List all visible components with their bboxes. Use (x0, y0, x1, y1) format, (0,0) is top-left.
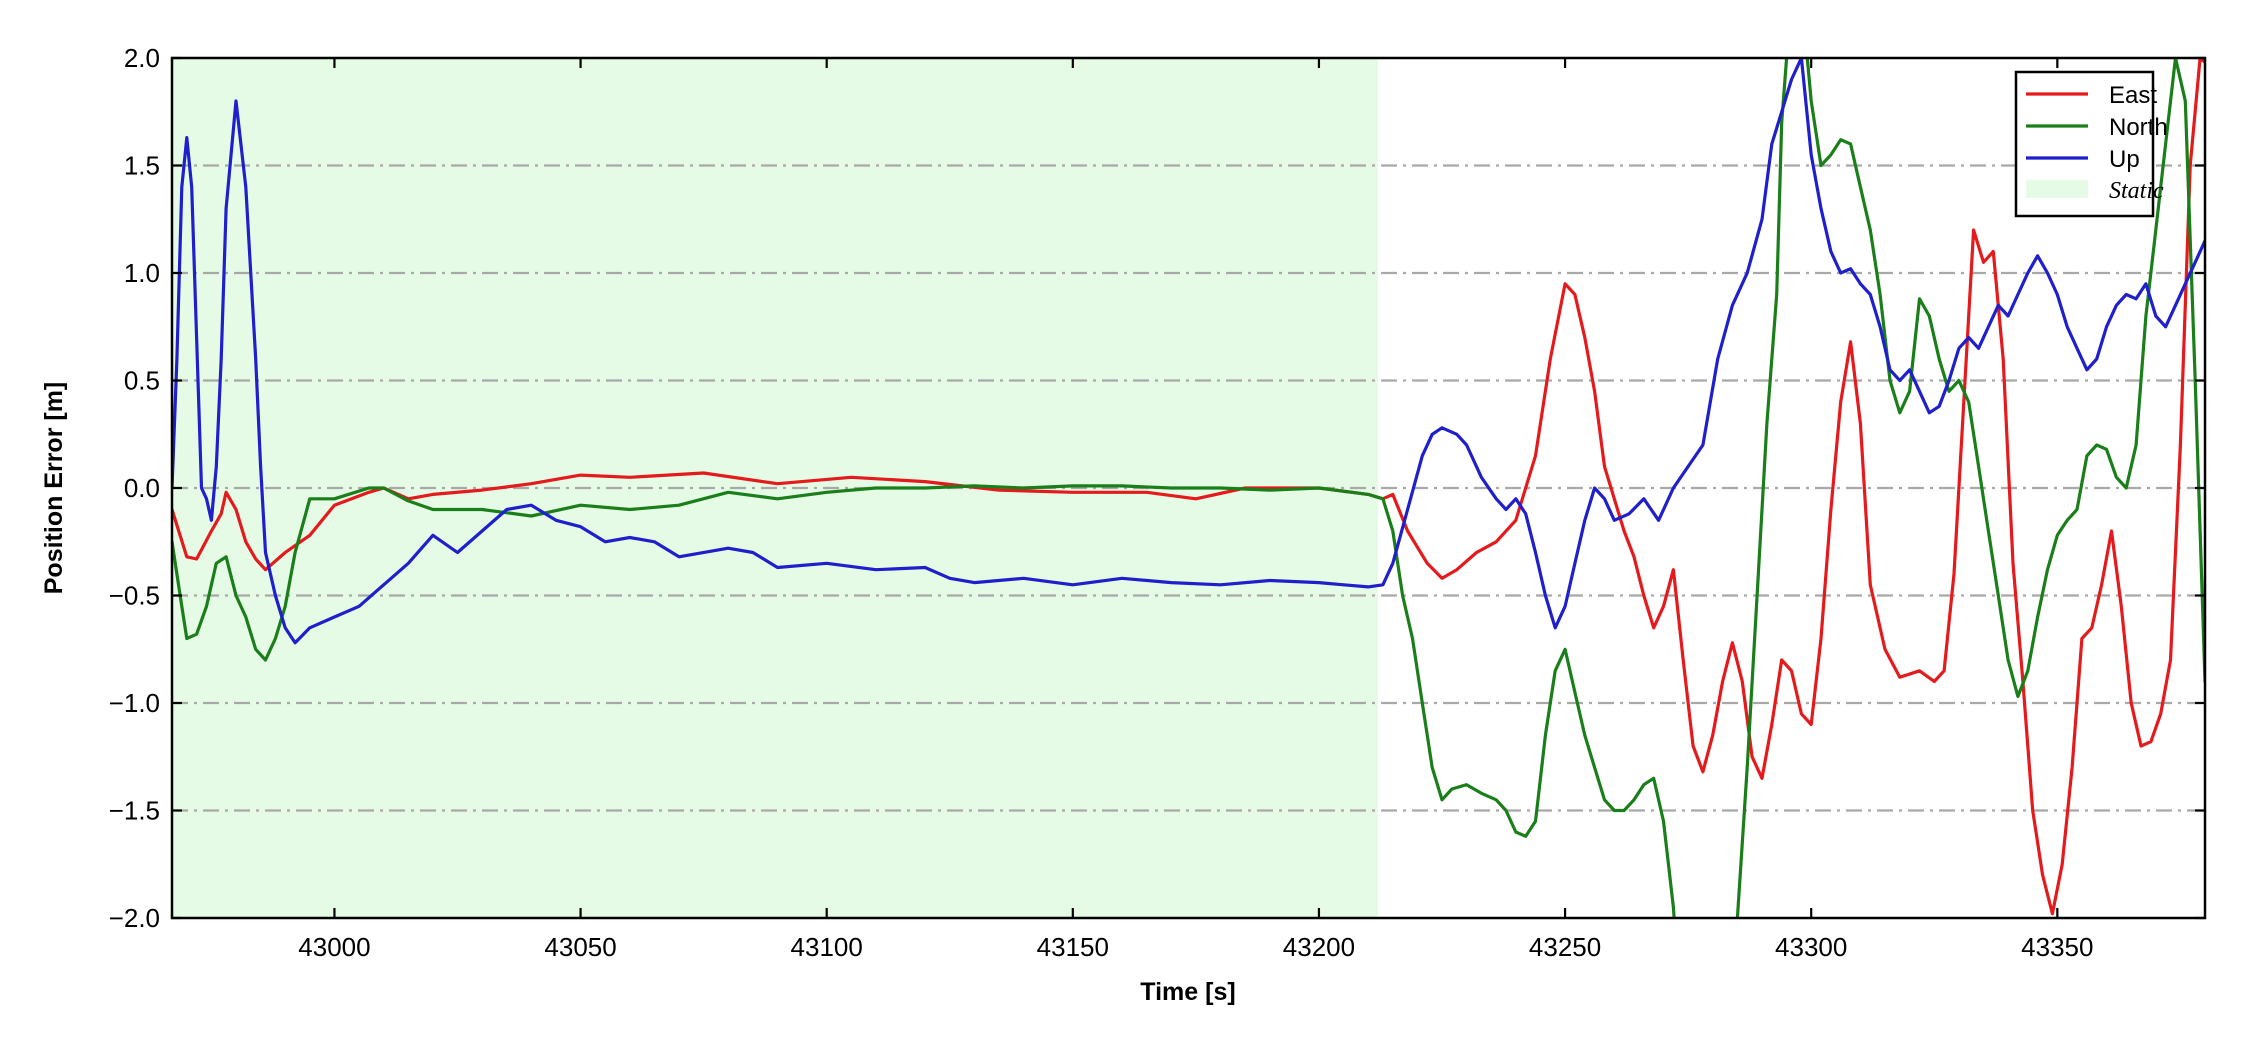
y-tick-label: −1.0 (109, 688, 160, 718)
x-tick-label: 43000 (298, 932, 370, 962)
y-tick-label: 0.0 (124, 473, 160, 503)
y-tick-label: −0.5 (109, 581, 160, 611)
y-axis-title: Position Error [m] (40, 382, 68, 595)
x-tick-label: 43350 (2021, 932, 2093, 962)
y-axis-ticks: −2.0 −1.5 −1.0 −0.5 0.0 0.5 1.0 1.5 2.0 (109, 43, 2205, 933)
legend: East North Up Static (2014, 70, 2168, 218)
x-tick-label: 43300 (1775, 932, 1847, 962)
legend-label-up: Up (2109, 146, 2140, 173)
y-tick-label: −1.5 (109, 796, 160, 826)
y-tick-label: 1.5 (124, 151, 160, 181)
legend-label-static: Static (2109, 178, 2164, 204)
y-tick-label: −2.0 (109, 903, 160, 933)
series-line-east (172, 58, 2205, 916)
legend-swatch-static (2026, 180, 2088, 198)
legend-label-north: North (2109, 114, 2168, 141)
x-axis-ticks: 43000 43050 43100 43150 43200 43250 43300 43350 (298, 58, 2093, 962)
y-tick-label: 2.0 (124, 43, 160, 73)
x-axis-title: Time [s] (1140, 978, 1235, 1006)
series-line-up (172, 58, 2205, 645)
x-tick-label: 43250 (1529, 932, 1601, 962)
legend-label-east: East (2109, 82, 2157, 109)
y-tick-label: 0.5 (124, 366, 160, 396)
y-tick-label: 1.0 (124, 258, 160, 288)
series-group (172, 58, 2205, 918)
x-tick-label: 43200 (1283, 932, 1355, 962)
series-line-north (172, 58, 2205, 918)
x-tick-label: 43150 (1037, 932, 1109, 962)
x-tick-label: 43100 (791, 932, 863, 962)
x-tick-label: 43050 (544, 932, 616, 962)
